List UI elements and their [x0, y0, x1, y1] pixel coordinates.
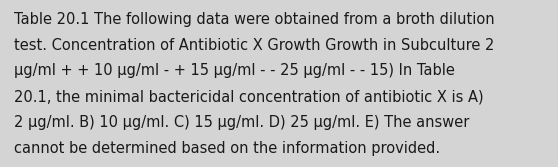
Text: 20.1, the minimal bactericidal concentration of antibiotic X is A): 20.1, the minimal bactericidal concentra… — [14, 89, 484, 104]
Text: test. Concentration of Antibiotic X Growth Growth in Subculture 2: test. Concentration of Antibiotic X Grow… — [14, 38, 494, 53]
Text: cannot be determined based on the information provided.: cannot be determined based on the inform… — [14, 141, 440, 156]
Text: 2 μg/ml. B) 10 μg/ml. C) 15 μg/ml. D) 25 μg/ml. E) The answer: 2 μg/ml. B) 10 μg/ml. C) 15 μg/ml. D) 25… — [14, 115, 469, 130]
Text: μg/ml + + 10 μg/ml - + 15 μg/ml - - 25 μg/ml - - 15) In Table: μg/ml + + 10 μg/ml - + 15 μg/ml - - 25 μ… — [14, 63, 455, 78]
Text: Table 20.1 The following data were obtained from a broth dilution: Table 20.1 The following data were obtai… — [14, 12, 494, 27]
